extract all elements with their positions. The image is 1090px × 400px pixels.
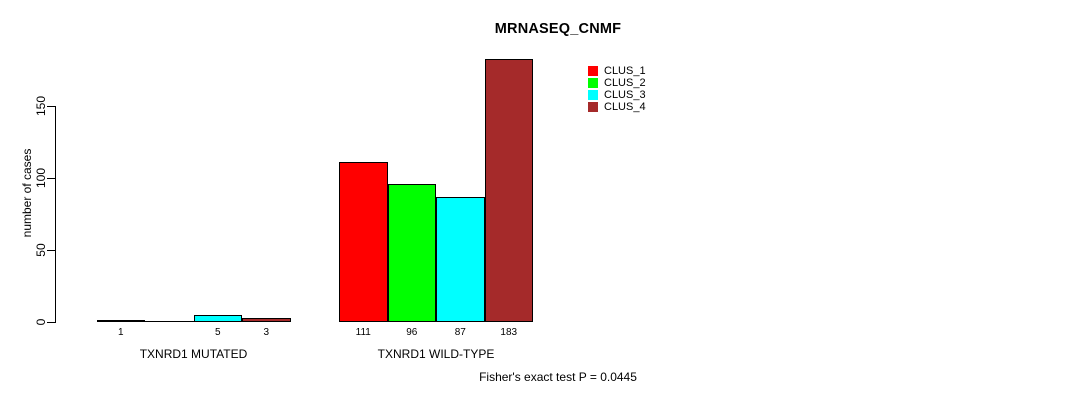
bar-value-clus-4-txnrd1-mutated: 3 xyxy=(263,327,270,338)
y-tick-mark-50 xyxy=(47,250,55,252)
y-axis-label: number of cases xyxy=(20,148,34,238)
legend-label-clus-3: CLUS_3 xyxy=(604,89,646,101)
legend-label-clus-4: CLUS_4 xyxy=(604,101,646,113)
y-axis-line xyxy=(55,106,56,323)
bar-value-clus-2-txnrd1-wild-type: 96 xyxy=(406,327,418,338)
bar-value-clus-3-txnrd1-wild-type: 87 xyxy=(454,327,466,338)
bar-clus-1-txnrd1-wild-type xyxy=(339,162,388,322)
y-tick-label-150: 150 xyxy=(34,96,48,117)
y-tick-mark-0 xyxy=(47,322,55,323)
y-tick-label-50: 50 xyxy=(34,243,48,257)
y-tick-mark-100 xyxy=(47,178,55,180)
legend-label-clus-1: CLUS_1 xyxy=(604,65,646,77)
bar-clus-2-txnrd1-wild-type xyxy=(387,184,436,322)
bar-value-clus-1-txnrd1-wild-type: 111 xyxy=(355,327,371,338)
y-tick-mark-150 xyxy=(47,106,55,108)
bar-clus-4-txnrd1-mutated xyxy=(242,318,291,322)
chart-title: MRNASEQ_CNMF xyxy=(494,21,622,37)
legend-swatch-clus-3 xyxy=(588,90,598,100)
legend-item-clus-3: CLUS_3 xyxy=(588,89,646,101)
bar-value-clus-3-txnrd1-mutated: 5 xyxy=(214,327,221,338)
legend-swatch-clus-1 xyxy=(588,66,598,76)
bar-value-clus-1-txnrd1-mutated: 1 xyxy=(117,327,124,338)
fisher-test-annotation: Fisher's exact test P = 0.0445 xyxy=(479,370,637,384)
group-label-txnrd1-wild-type: TXNRD1 WILD-TYPE xyxy=(377,347,495,361)
legend-item-clus-2: CLUS_2 xyxy=(588,77,646,89)
legend-swatch-clus-2 xyxy=(588,78,598,88)
legend: CLUS_1 CLUS_2 CLUS_3 CLUS_4 xyxy=(588,65,646,113)
legend-label-clus-2: CLUS_2 xyxy=(604,77,646,89)
y-tick-label-100: 100 xyxy=(34,168,48,189)
bar-clus-4-txnrd1-wild-type xyxy=(484,59,533,322)
legend-item-clus-4: CLUS_4 xyxy=(588,101,646,113)
y-tick-label-0: 0 xyxy=(34,318,48,326)
legend-item-clus-1: CLUS_1 xyxy=(588,65,646,77)
bar-clus-2-txnrd1-mutated xyxy=(145,321,194,322)
bar-clus-3-txnrd1-wild-type xyxy=(436,197,485,322)
group-label-txnrd1-mutated: TXNRD1 MUTATED xyxy=(139,347,248,361)
bar-value-clus-4-txnrd1-wild-type: 183 xyxy=(500,327,518,338)
bar-clus-1-txnrd1-mutated xyxy=(96,320,145,322)
bar-clus-3-txnrd1-mutated xyxy=(193,315,242,322)
legend-swatch-clus-4 xyxy=(588,102,598,112)
